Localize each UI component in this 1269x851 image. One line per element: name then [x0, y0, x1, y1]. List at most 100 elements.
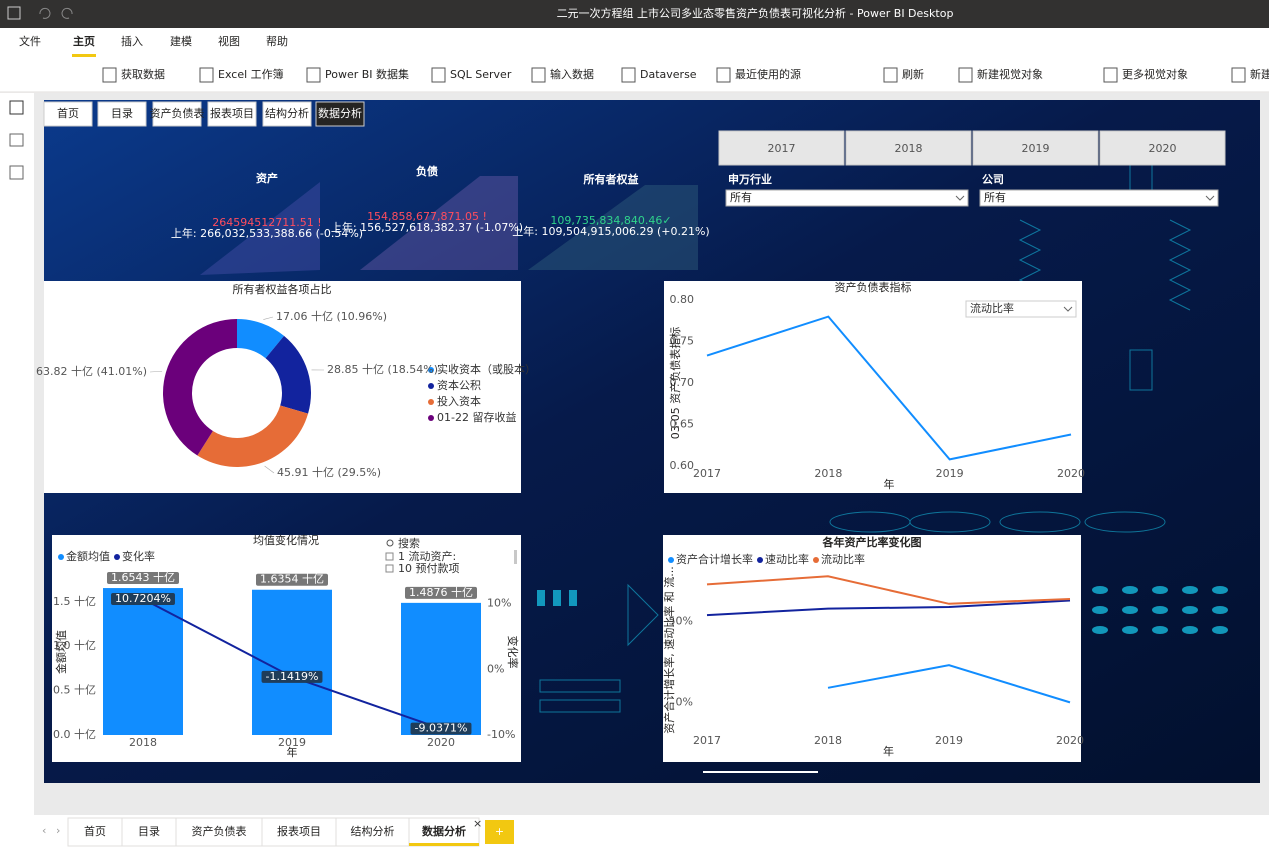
model-view-icon[interactable]: [9, 165, 24, 180]
menu-item[interactable]: 插入: [121, 34, 143, 48]
nav-button-label[interactable]: 数据分析: [318, 106, 362, 120]
ribbon-icon[interactable]: [306, 67, 321, 83]
page-tab[interactable]: [121, 817, 177, 847]
leader-line: [149, 370, 163, 373]
ribbon-button[interactable]: Dataverse: [640, 68, 697, 81]
page-tab-label[interactable]: 结构分析: [351, 824, 395, 838]
filter-dropdown[interactable]: [725, 189, 969, 207]
year-slicer-label[interactable]: 2019: [1022, 142, 1050, 155]
year-slicer-label[interactable]: 2020: [1149, 142, 1177, 155]
nav-button-label[interactable]: 目录: [111, 107, 133, 120]
ribbon-icon[interactable]: [102, 67, 117, 83]
page-tab[interactable]: [67, 817, 123, 847]
legend-entry[interactable]: 投入资本: [437, 394, 481, 408]
legend-entry[interactable]: 01-22 留存收益: [437, 410, 516, 424]
ribbon-button[interactable]: 最近使用的源: [735, 67, 801, 81]
nav-button[interactable]: [43, 101, 93, 127]
legend-entry[interactable]: 变化率: [122, 549, 155, 563]
ribbon-button[interactable]: 输入数据: [550, 67, 594, 81]
checkbox[interactable]: [385, 552, 394, 561]
add-page-icon[interactable]: +: [495, 825, 504, 838]
nav-button[interactable]: [207, 101, 257, 127]
year-slicer-label[interactable]: 2018: [895, 142, 923, 155]
legend-entry[interactable]: 金额均值: [66, 549, 110, 563]
page-tab-label[interactable]: 数据分析: [422, 824, 466, 838]
ribbon-button[interactable]: 新建视觉对象: [977, 67, 1043, 81]
legend-entry[interactable]: 资产合计增长率: [676, 552, 753, 566]
dropdown-arrow[interactable]: [955, 195, 965, 201]
ribbon-icon[interactable]: [621, 67, 636, 83]
ribbon-button[interactable]: Excel 工作簿: [218, 67, 284, 81]
measure-dropdown-value[interactable]: 流动比率: [970, 301, 1014, 315]
tab-scroll-left[interactable]: ‹: [42, 824, 46, 837]
nav-button[interactable]: [262, 101, 312, 127]
ribbon-button[interactable]: 更多视觉对象: [1122, 67, 1188, 81]
close-tab-icon[interactable]: ×: [473, 817, 482, 830]
dropdown-arrow[interactable]: [1205, 195, 1215, 201]
page-tab[interactable]: [175, 817, 263, 847]
ribbon-icon[interactable]: [958, 67, 973, 83]
ribbon-icon[interactable]: [531, 67, 546, 83]
search-box[interactable]: 搜索: [398, 536, 420, 550]
year-slicer-item[interactable]: [972, 130, 1099, 166]
page-tab-label[interactable]: 首页: [84, 824, 106, 838]
ribbon-icon[interactable]: [716, 67, 731, 83]
measure-dropdown[interactable]: [965, 300, 1077, 318]
nav-button-label[interactable]: 报表项目: [210, 106, 254, 120]
ribbon-button[interactable]: Power BI 数据集: [325, 67, 409, 81]
legend-entry[interactable]: 速动比率: [765, 552, 809, 566]
ribbon-button[interactable]: 新建: [1250, 67, 1269, 81]
active-menu-underline: [72, 54, 96, 57]
redo-icon[interactable]: [61, 7, 73, 19]
ribbon-icon[interactable]: [1103, 67, 1118, 83]
line-series: [706, 599, 1071, 617]
ribbon-icon[interactable]: [1231, 67, 1246, 83]
nav-button[interactable]: [315, 101, 365, 127]
year-slicer-label[interactable]: 2017: [768, 142, 796, 155]
legend-entry[interactable]: 资本公积: [437, 378, 481, 392]
ribbon-button[interactable]: 获取数据: [121, 67, 165, 81]
undo-icon[interactable]: [39, 7, 51, 19]
ribbon-button[interactable]: 刷新: [902, 67, 924, 81]
page-tab-label[interactable]: 报表项目: [277, 824, 321, 838]
nav-button[interactable]: [152, 101, 202, 127]
page-tab-label[interactable]: 资产负债表: [192, 824, 247, 838]
menu-item[interactable]: 帮助: [266, 34, 288, 48]
data-label-box: [111, 592, 175, 605]
filter-dropdown[interactable]: [979, 189, 1219, 207]
line-series: [706, 315, 1072, 461]
page-tab[interactable]: [261, 817, 337, 847]
menu-item[interactable]: 文件: [19, 34, 41, 48]
save-icon[interactable]: [7, 6, 21, 20]
page-tab[interactable]: [335, 817, 410, 847]
menu-item[interactable]: 主页: [73, 34, 95, 48]
legend-marker: [428, 415, 434, 421]
ribbon-icon[interactable]: [883, 67, 898, 83]
nav-button[interactable]: [97, 101, 147, 127]
tab-scroll-right[interactable]: ›: [56, 824, 60, 837]
menu-item[interactable]: 视图: [218, 34, 240, 48]
filter-value[interactable]: 所有: [730, 190, 752, 204]
dropdown-arrow[interactable]: [1063, 306, 1073, 312]
nav-button-label[interactable]: 资产负债表: [150, 106, 205, 120]
ribbon-icon[interactable]: [199, 67, 214, 83]
menu-item[interactable]: 建模: [170, 34, 192, 48]
checkbox[interactable]: [385, 564, 394, 573]
slicer-item[interactable]: 1 流动资产:: [398, 549, 456, 563]
legend-entry[interactable]: 流动比率: [821, 552, 865, 566]
slicer-item[interactable]: 10 预付款项: [398, 561, 460, 575]
filter-value[interactable]: 所有: [984, 190, 1006, 204]
nav-button-label[interactable]: 结构分析: [265, 106, 309, 120]
report-view-icon[interactable]: [9, 100, 24, 115]
year-slicer-item[interactable]: [718, 130, 845, 166]
nav-button-label[interactable]: 首页: [57, 106, 79, 120]
legend-entry[interactable]: 实收资本（或股本）: [437, 362, 536, 376]
page-tab-label[interactable]: 目录: [138, 825, 160, 838]
page-tab[interactable]: [408, 817, 480, 847]
data-view-icon[interactable]: [9, 133, 24, 147]
year-slicer-item[interactable]: [1099, 130, 1226, 166]
ribbon-button[interactable]: SQL Server: [450, 68, 512, 81]
ribbon-icon[interactable]: [431, 67, 446, 83]
add-page-button[interactable]: [485, 820, 514, 844]
year-slicer-item[interactable]: [845, 130, 972, 166]
